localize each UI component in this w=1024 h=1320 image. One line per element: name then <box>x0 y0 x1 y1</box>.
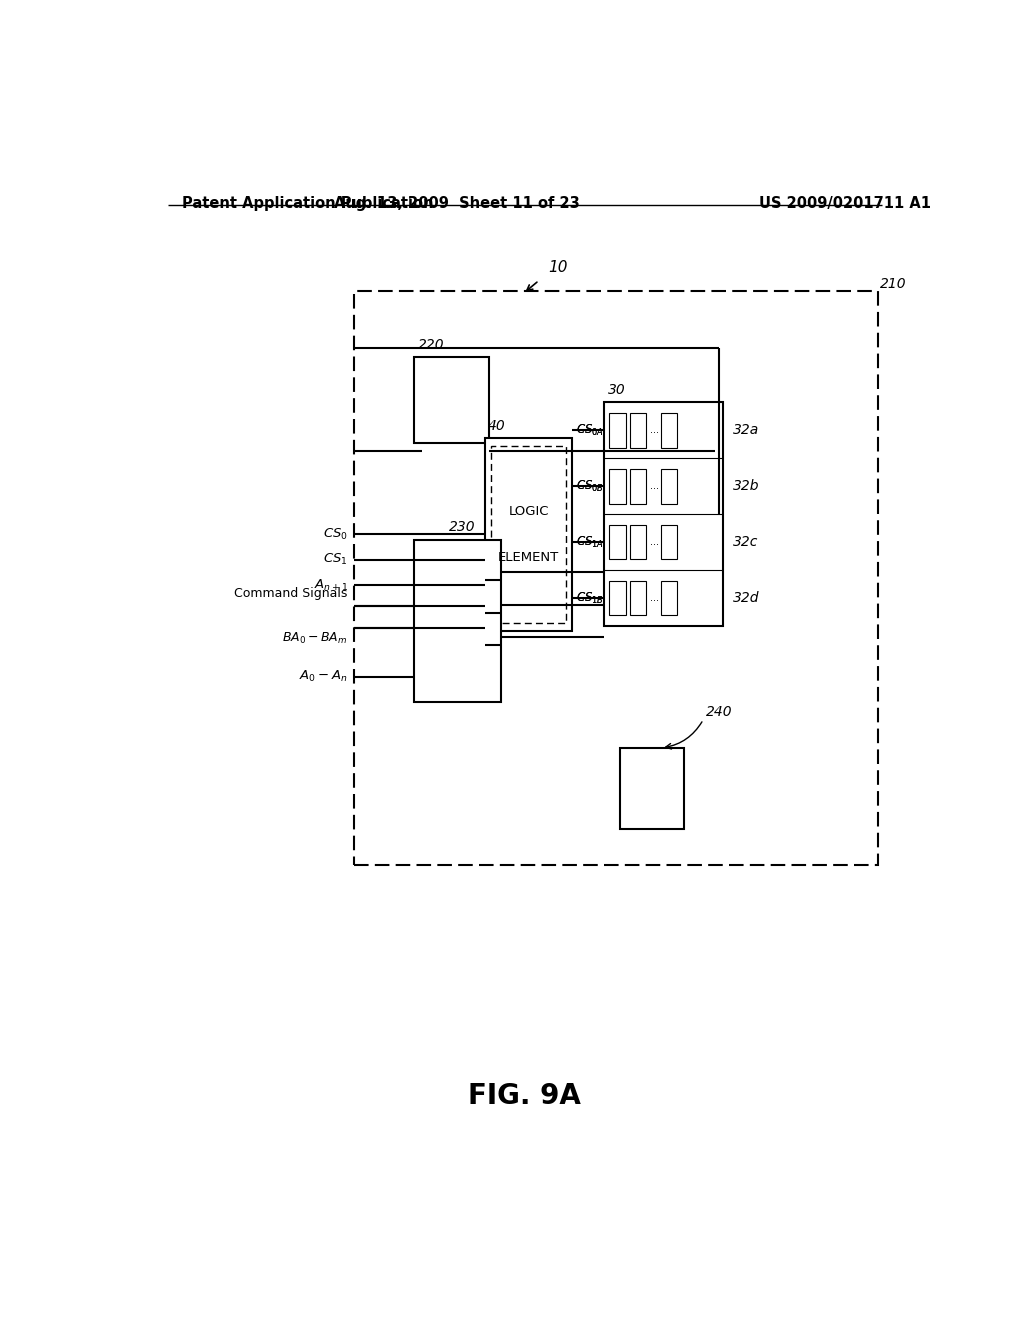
Text: $CS_0$: $CS_0$ <box>323 527 348 543</box>
Text: 32d: 32d <box>733 591 759 605</box>
Text: ...: ... <box>649 537 658 546</box>
Text: ...: ... <box>649 425 658 436</box>
Bar <box>660 469 677 503</box>
Text: 32a: 32a <box>733 424 759 437</box>
Bar <box>609 525 626 560</box>
Text: $A_{n+1}$: $A_{n+1}$ <box>313 578 348 593</box>
Bar <box>630 413 646 447</box>
Bar <box>485 438 572 631</box>
Text: FIG. 9A: FIG. 9A <box>468 1081 582 1110</box>
Text: 220: 220 <box>418 338 444 351</box>
Bar <box>630 581 646 615</box>
Text: Patent Application Publication: Patent Application Publication <box>182 195 433 211</box>
Bar <box>609 413 626 447</box>
Text: 240: 240 <box>706 705 732 719</box>
Text: 210: 210 <box>881 276 907 290</box>
Text: $CS_{0B}$: $CS_{0B}$ <box>577 479 604 494</box>
Text: ...: ... <box>649 482 658 491</box>
Text: $BA_0-BA_m$: $BA_0-BA_m$ <box>283 631 348 645</box>
Bar <box>630 469 646 503</box>
Text: 40: 40 <box>487 418 505 433</box>
Bar <box>414 540 501 702</box>
Text: $CS_{1A}$: $CS_{1A}$ <box>577 535 604 549</box>
Text: Command Signals: Command Signals <box>234 586 348 599</box>
Text: $CS_{0A}$: $CS_{0A}$ <box>577 422 604 438</box>
Text: $CS_{1A}$: $CS_{1A}$ <box>577 535 604 549</box>
Text: $CS_{0B}$: $CS_{0B}$ <box>577 479 604 494</box>
Bar <box>620 748 683 829</box>
Bar <box>414 356 489 444</box>
Text: ...: ... <box>649 593 658 603</box>
Bar <box>609 581 626 615</box>
Text: 230: 230 <box>449 520 475 535</box>
Bar <box>354 290 878 865</box>
Text: ELEMENT: ELEMENT <box>498 552 559 564</box>
Text: Aug. 13, 2009  Sheet 11 of 23: Aug. 13, 2009 Sheet 11 of 23 <box>335 195 581 211</box>
Text: LOGIC: LOGIC <box>509 504 549 517</box>
Bar <box>609 469 626 503</box>
Bar <box>660 525 677 560</box>
Text: 10: 10 <box>549 260 568 276</box>
Bar <box>630 525 646 560</box>
Bar <box>604 403 723 626</box>
Text: 30: 30 <box>608 383 626 397</box>
Text: $A_0-A_n$: $A_0-A_n$ <box>299 669 348 684</box>
Text: $CS_{0A}$: $CS_{0A}$ <box>577 422 604 438</box>
Text: US 2009/0201711 A1: US 2009/0201711 A1 <box>759 195 931 211</box>
Bar <box>660 581 677 615</box>
Text: 32c: 32c <box>733 535 758 549</box>
Text: 32b: 32b <box>733 479 759 494</box>
Bar <box>660 413 677 447</box>
Text: $CS_{1B}$: $CS_{1B}$ <box>577 590 604 606</box>
Bar <box>492 446 566 623</box>
Text: $CS_1$: $CS_1$ <box>324 552 348 568</box>
Text: $CS_{1B}$: $CS_{1B}$ <box>577 590 604 606</box>
